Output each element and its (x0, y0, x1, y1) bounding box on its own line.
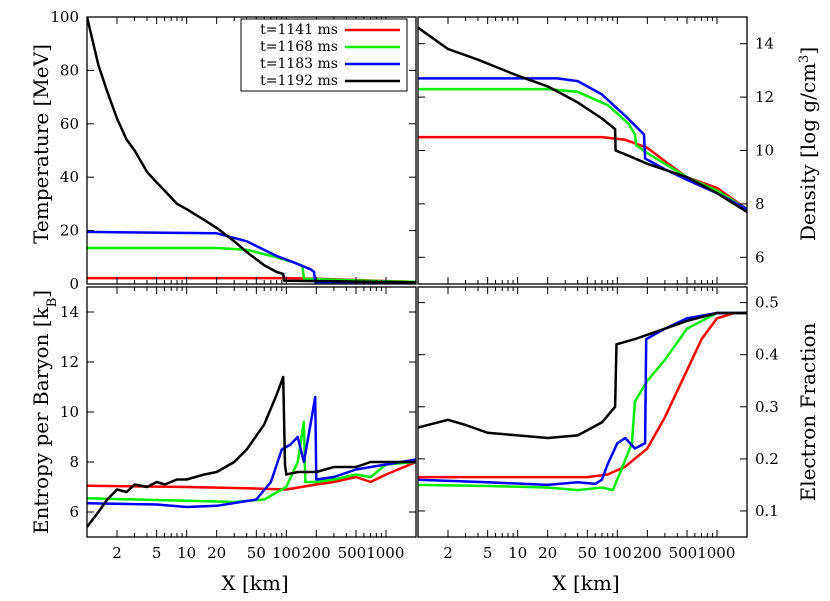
legend-label-t1141: t=1141 ms (260, 22, 338, 38)
entropy-series-t1183 (87, 395, 416, 509)
electron-fraction-ytick-label-0.1: 0.1 (755, 502, 779, 520)
electron-fraction-xtick-label-200: 200 (633, 544, 662, 562)
temperature-ytick-label-100: 100 (50, 8, 79, 26)
legend-label-t1183: t=1183 ms (260, 56, 338, 72)
entropy-xtick-label-2: 2 (112, 544, 122, 562)
entropy-series-t1192 (87, 375, 416, 528)
entropy-ytick-label-10: 10 (60, 403, 79, 421)
temperature-series-t1192 (87, 17, 416, 284)
entropy-axis-label: Entropy per Baryon [kB] (29, 290, 60, 534)
density-ytick-label-10: 10 (755, 142, 774, 160)
electron-fraction-panel: 2 5 10 20 50 100 200 5001000 0.1 0.2 0.3 0.4 0.5 (417, 286, 779, 562)
temperature-ytick-label-20: 20 (60, 222, 79, 240)
temperature-ytick-label-40: 40 (60, 168, 79, 186)
electron-fraction-series-t1192 (418, 311, 747, 440)
entropy-ytick-label-14: 14 (60, 303, 79, 321)
electron-fraction-xtick-label-20: 20 (538, 544, 557, 562)
entropy-ytick-label-8: 8 (69, 453, 79, 471)
temperature-axis-label: Temperature [MeV] (29, 44, 53, 244)
electron-fraction-ytick-label-0.3: 0.3 (755, 398, 779, 416)
entropy-ytick-label-12: 12 (60, 353, 79, 371)
density-ytick-label-12: 12 (755, 88, 774, 106)
electron-fraction-axis-label: Electron Fraction (796, 322, 820, 501)
density-axis-label: Density [log g/cm3] (796, 47, 820, 241)
electron-fraction-ytick-label-0.2: 0.2 (755, 450, 779, 468)
temperature-frame (86, 16, 417, 285)
temperature-series-t1183 (87, 230, 416, 284)
electron-fraction-series-t1141 (418, 311, 747, 479)
entropy-xtick-label-500-1000: 5001000 (338, 544, 405, 562)
legend-label-t1192: t=1192 ms (260, 73, 338, 89)
electron-fraction-xtick-label-500-1000: 5001000 (669, 544, 736, 562)
entropy-panel: 2 5 10 20 50 100 200 5001000 6 8 10 12 14 (60, 286, 417, 562)
density-series-t1183 (418, 77, 747, 211)
entropy-xtick-label-20: 20 (207, 544, 226, 562)
electron-fraction-xtick-label-50: 50 (578, 544, 597, 562)
legend-label-t1168: t=1168 ms (260, 39, 338, 55)
electron-fraction-ytick-label-0.4: 0.4 (755, 346, 779, 364)
electron-fraction-series-t1183 (418, 311, 747, 487)
temperature-panel: 0 20 40 60 80 100 (50, 8, 417, 293)
density-ytick-label-6: 6 (755, 248, 765, 266)
entropy-series-t1168 (87, 420, 416, 504)
entropy-xtick-label-100: 100 (272, 544, 301, 562)
entropy-xtick-label-10: 10 (177, 544, 196, 562)
entropy-xtick-label-50: 50 (247, 544, 266, 562)
entropy-ytick-label-6: 6 (69, 503, 79, 521)
electron-fraction-frame (417, 286, 748, 538)
electron-fraction-xtick-label-2: 2 (443, 544, 453, 562)
temperature-ytick-label-80: 80 (60, 61, 79, 79)
legend: t=1141 ms t=1168 ms t=1183 ms t=1192 ms (240, 18, 408, 92)
density-series-t1168 (418, 87, 747, 211)
electron-fraction-xtick-label-10: 10 (508, 544, 527, 562)
temperature-ytick-label-60: 60 (60, 115, 79, 133)
density-ytick-label-8: 8 (755, 195, 765, 213)
entropy-series-t1141 (87, 460, 416, 491)
entropy-xtick-label-200: 200 (302, 544, 331, 562)
x-axis-label-right: X [km] (552, 571, 619, 595)
entropy-xtick-label-5: 5 (152, 544, 162, 562)
temperature-ytick-label-0: 0 (69, 275, 79, 293)
density-series-t1192 (418, 26, 747, 213)
electron-fraction-xtick-label-100: 100 (603, 544, 632, 562)
temperature-series-t1168 (87, 246, 416, 284)
density-panel: 6 8 10 12 14 (417, 16, 774, 285)
x-axis-label-left: X [km] (221, 571, 288, 595)
electron-fraction-series-t1168 (418, 311, 747, 492)
electron-fraction-xtick-label-5: 5 (483, 544, 493, 562)
density-ytick-label-14: 14 (755, 35, 774, 53)
electron-fraction-ytick-label-0.5: 0.5 (755, 294, 779, 312)
density-series-t1141 (418, 135, 747, 211)
